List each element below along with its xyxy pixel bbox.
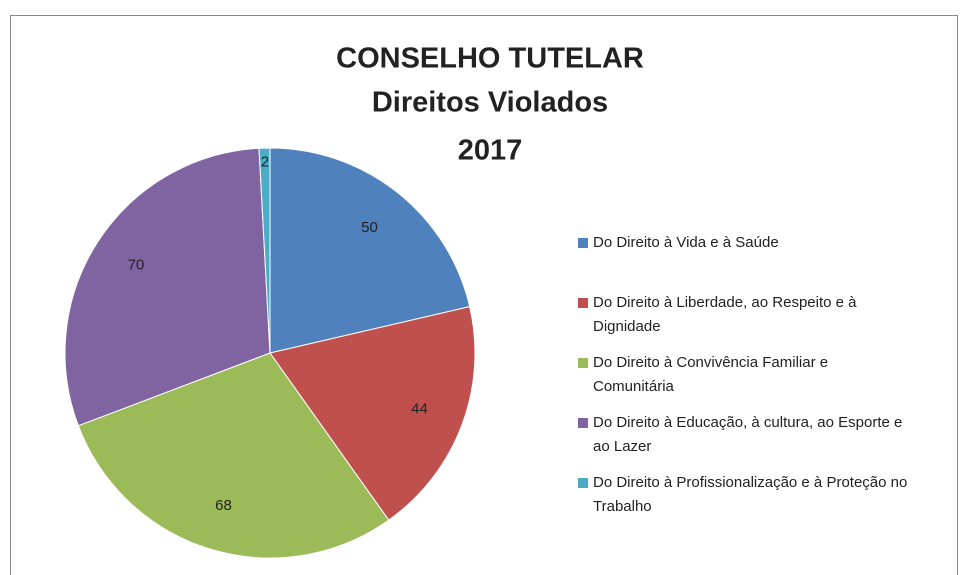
legend: Do Direito à Vida e à Saúde Do Direito à … (578, 231, 908, 531)
pie-slice (269, 306, 476, 521)
legend-label: Do Direito à Vida e à Saúde (593, 234, 779, 251)
legend-item: Do Direito à Vida e à Saúde (578, 231, 908, 291)
legend-label: Do Direito à Profissionalização e à Prot… (593, 474, 908, 515)
legend-item: Do Direito à Profissionalização e à Prot… (578, 471, 908, 531)
chart-frame (10, 15, 958, 575)
data-label: 50 (361, 219, 378, 236)
data-label: 68 (215, 497, 232, 514)
data-label: 44 (411, 401, 428, 418)
legend-item: Do Direito à Educação, à cultura, ao Esp… (578, 411, 908, 471)
legend-swatch (578, 478, 588, 488)
legend-item: Do Direito à Liberdade, ao Respeito e à … (578, 291, 908, 351)
pie-slice (77, 352, 390, 559)
legend-swatch (578, 298, 588, 308)
legend-label: Do Direito à Educação, à cultura, ao Esp… (593, 414, 903, 455)
chart-title: Direitos Violados (372, 87, 608, 119)
pie-slice (64, 147, 271, 427)
legend-swatch (578, 358, 588, 368)
legend-label: Do Direito à Convivência Familiar e Comu… (593, 354, 829, 395)
pie-slice (258, 147, 271, 354)
data-label: 2 (261, 153, 269, 170)
data-label: 70 (128, 257, 145, 274)
pie-slice (269, 147, 471, 354)
legend-item: Do Direito à Convivência Familiar e Comu… (578, 351, 908, 411)
legend-label: Do Direito à Liberdade, ao Respeito e à … (593, 294, 857, 335)
legend-swatch (578, 238, 588, 248)
chart-title: CONSELHO TUTELAR (336, 43, 644, 75)
legend-swatch (578, 418, 588, 428)
chart-title: 2017 (458, 135, 523, 167)
